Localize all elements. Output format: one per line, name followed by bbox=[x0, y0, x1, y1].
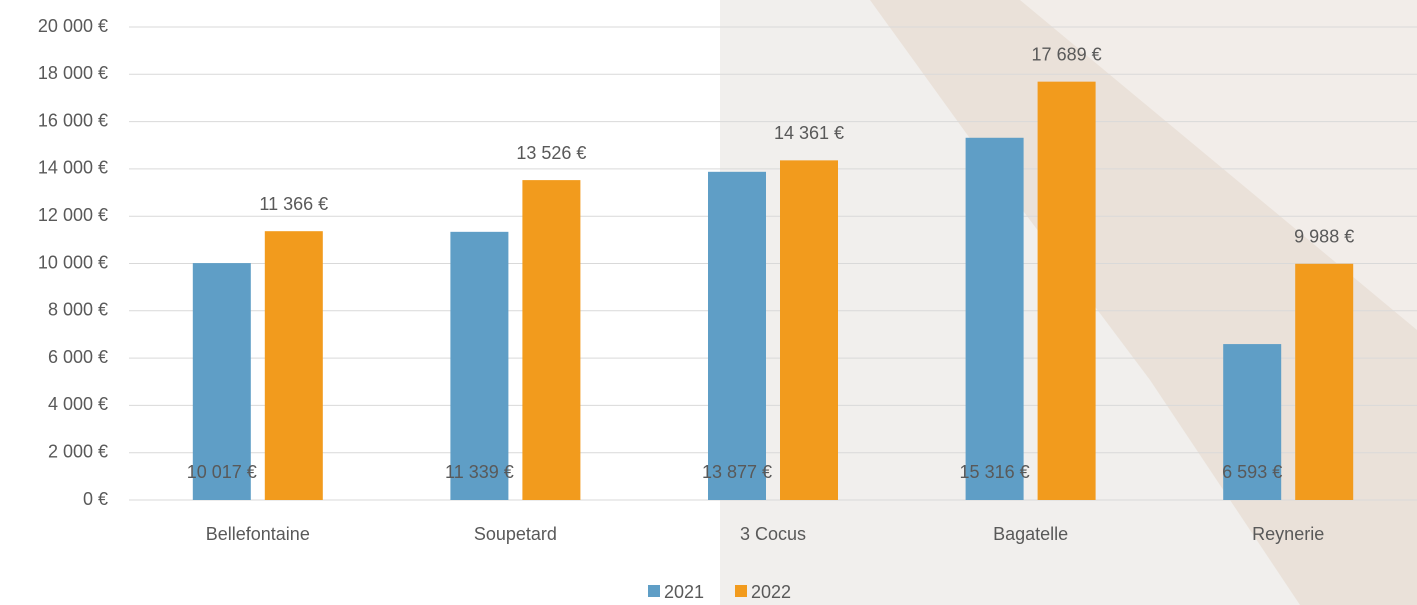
x-tick-label: Reynerie bbox=[1252, 524, 1324, 544]
x-tick-label: Soupetard bbox=[474, 524, 557, 544]
y-tick-label: 20 000 € bbox=[38, 16, 108, 36]
data-label: 6 593 € bbox=[1222, 462, 1282, 482]
y-tick-label: 14 000 € bbox=[38, 158, 108, 178]
y-tick-label: 10 000 € bbox=[38, 252, 108, 272]
bar bbox=[708, 171, 766, 500]
data-label: 14 361 € bbox=[774, 123, 844, 143]
legend-label: 2022 bbox=[751, 582, 791, 602]
bar bbox=[522, 180, 581, 500]
y-tick-label: 12 000 € bbox=[38, 205, 108, 225]
y-tick-label: 16 000 € bbox=[38, 110, 108, 130]
y-tick-label: 18 000 € bbox=[38, 63, 108, 83]
data-label: 13 877 € bbox=[702, 462, 772, 482]
legend-label: 2021 bbox=[664, 582, 704, 602]
bar bbox=[780, 160, 838, 500]
x-tick-label: 3 Cocus bbox=[740, 524, 806, 544]
data-label: 10 017 € bbox=[187, 462, 257, 482]
bar bbox=[192, 263, 251, 500]
y-tick-label: 6 000 € bbox=[48, 347, 108, 367]
legend-swatch bbox=[648, 585, 660, 597]
bar bbox=[264, 231, 323, 501]
data-label: 17 689 € bbox=[1032, 44, 1102, 64]
data-label: 15 316 € bbox=[960, 462, 1030, 482]
bar bbox=[1295, 263, 1354, 500]
data-label: 11 339 € bbox=[445, 462, 514, 482]
data-label: 11 366 € bbox=[259, 194, 328, 214]
y-tick-label: 2 000 € bbox=[48, 441, 108, 461]
y-tick-label: 4 000 € bbox=[48, 394, 108, 414]
x-tick-label: Bellefontaine bbox=[206, 524, 310, 544]
bar bbox=[1037, 81, 1096, 500]
background-cloth bbox=[1020, 0, 1417, 330]
legend-swatch bbox=[735, 585, 747, 597]
bar bbox=[965, 137, 1024, 500]
data-label: 9 988 € bbox=[1294, 227, 1354, 247]
y-tick-label: 8 000 € bbox=[48, 300, 108, 320]
bar bbox=[1223, 344, 1282, 500]
x-tick-label: Bagatelle bbox=[993, 524, 1068, 544]
data-label: 13 526 € bbox=[516, 143, 586, 163]
y-tick-label: 0 € bbox=[83, 489, 108, 509]
bar bbox=[450, 231, 509, 501]
